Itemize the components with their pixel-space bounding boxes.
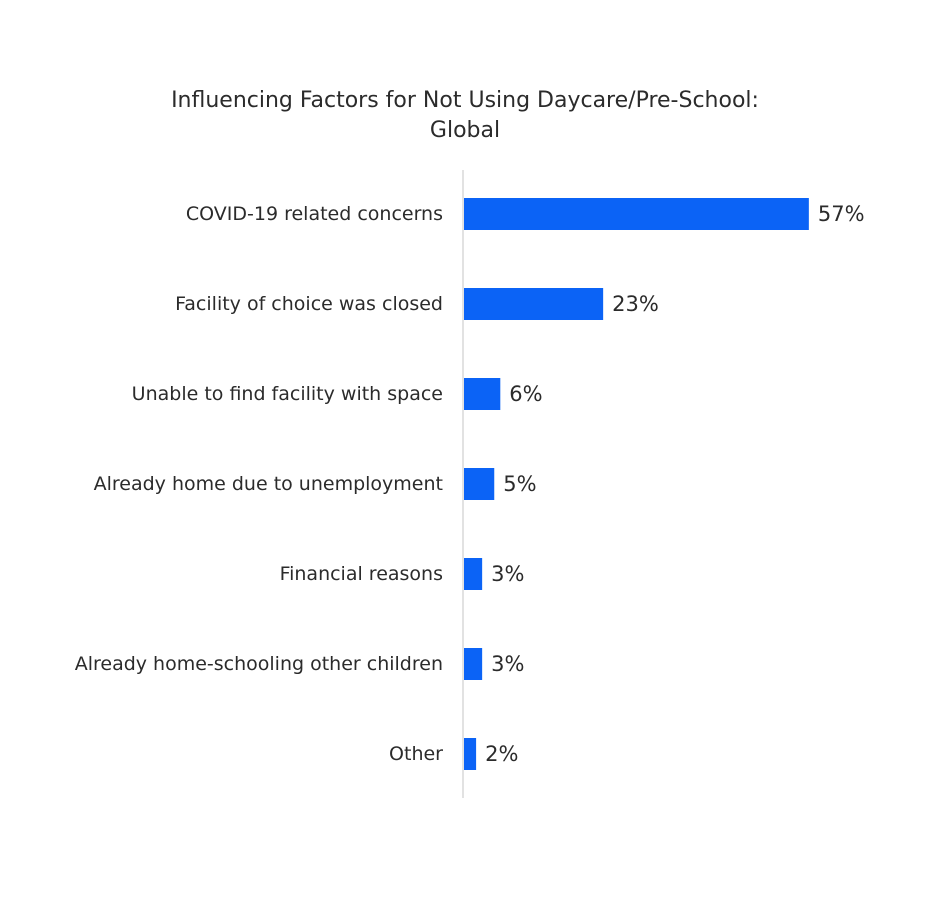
category-label: Other — [389, 743, 443, 765]
bar — [464, 378, 501, 410]
bar — [464, 288, 604, 320]
bar — [464, 558, 483, 590]
category-label: Unable to find facility with space — [132, 383, 443, 405]
category-label: Already home due to unemployment — [94, 473, 443, 495]
value-label: 57% — [818, 202, 865, 226]
category-label: COVID-19 related concerns — [186, 203, 443, 225]
value-label: 6% — [509, 382, 542, 406]
bar — [464, 738, 477, 770]
chart-title-block: Influencing Factors for Not Using Daycar… — [0, 86, 930, 146]
value-label: 5% — [503, 472, 536, 496]
bar — [464, 648, 483, 680]
category-label: Financial reasons — [280, 563, 443, 585]
chart-title: Influencing Factors for Not Using Daycar… — [171, 88, 759, 113]
bar — [464, 468, 495, 500]
value-label: 3% — [491, 652, 524, 676]
chart-subtitle: Global — [429, 118, 501, 143]
value-label: 3% — [491, 562, 524, 586]
value-label: 23% — [612, 292, 659, 316]
bar — [464, 198, 809, 230]
category-label: Already home-schooling other children — [75, 653, 443, 675]
value-label: 2% — [485, 742, 518, 766]
category-label: Facility of choice was closed — [175, 293, 443, 315]
